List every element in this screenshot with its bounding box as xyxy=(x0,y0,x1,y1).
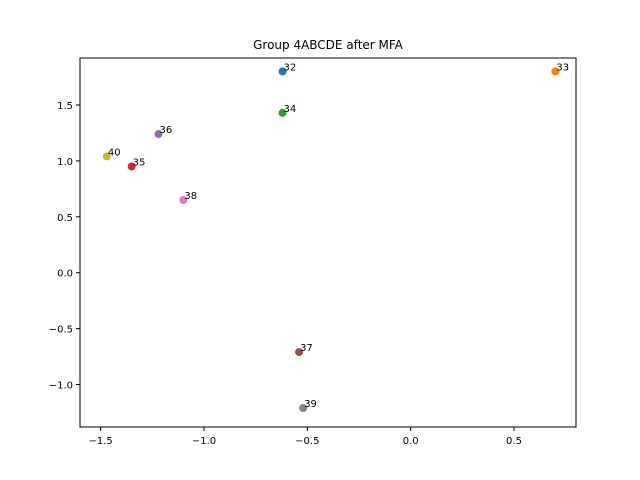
plot-area: −1.5 −1.0 −0.5 0.0 0.5 −1.0 −0.5 0.0 0.5 1.0 1.5 32… xyxy=(49,62,569,447)
scatter-point xyxy=(278,108,287,117)
axes-frame xyxy=(79,57,577,428)
scatter-point xyxy=(127,162,136,171)
chart-title: Group 4ABCDE after MFA xyxy=(253,38,404,52)
y-tick-label: −1.0 xyxy=(49,381,73,392)
point-label: 39 xyxy=(304,399,317,410)
scatter-point xyxy=(295,348,304,357)
scatter-point xyxy=(278,67,287,76)
x-tick-label: 0.0 xyxy=(403,436,419,447)
x-tick-label: −1.0 xyxy=(192,436,216,447)
scatter-point xyxy=(102,152,111,161)
point-label: 32 xyxy=(284,62,297,73)
y-tick-label: 0.5 xyxy=(57,213,73,224)
x-tick-label: −0.5 xyxy=(295,436,319,447)
y-tick-label: 1.5 xyxy=(57,101,73,112)
point-label: 38 xyxy=(184,191,197,202)
scatter-point xyxy=(299,403,308,412)
x-tick-label: 0.5 xyxy=(506,436,522,447)
y-tick-label: 0.0 xyxy=(57,269,73,280)
scatter-point xyxy=(154,130,163,139)
point-label: 33 xyxy=(556,62,569,73)
point-label: 40 xyxy=(108,147,121,158)
y-tick-label: 1.0 xyxy=(57,157,73,168)
x-tick-label: −1.5 xyxy=(89,436,113,447)
y-tick-label: −0.5 xyxy=(49,325,73,336)
scatter-point xyxy=(179,196,188,205)
point-label: 35 xyxy=(133,157,146,168)
scatter-point xyxy=(551,67,560,76)
point-label: 34 xyxy=(284,104,297,115)
point-label: 37 xyxy=(300,343,313,354)
point-label: 36 xyxy=(160,125,173,136)
